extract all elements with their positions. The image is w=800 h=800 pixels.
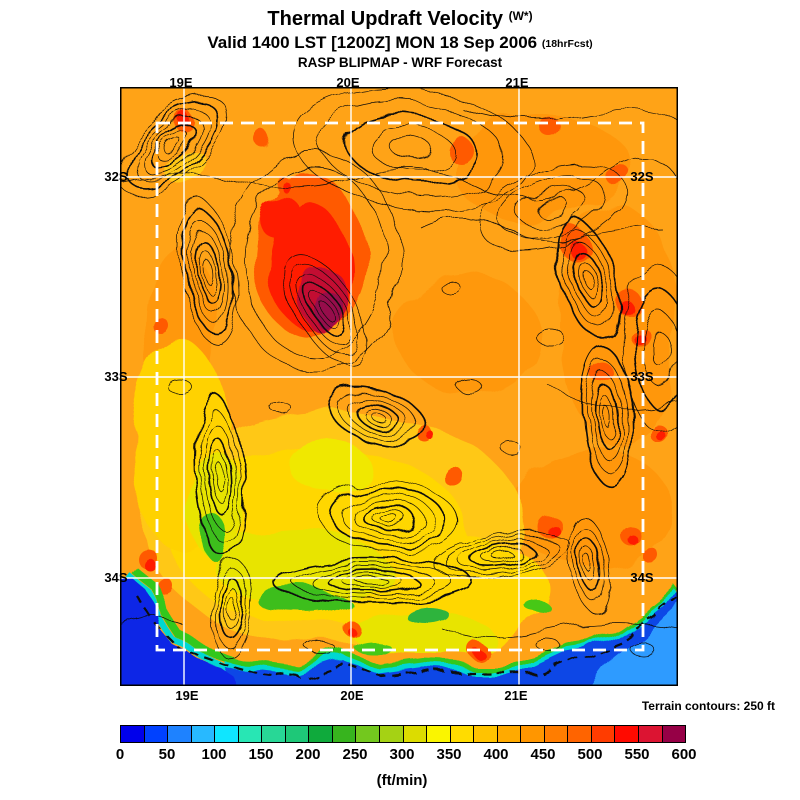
colorbar-cell <box>262 726 286 742</box>
colorbar-cell <box>662 726 686 742</box>
map-frame <box>120 87 678 686</box>
colorbar-cell <box>168 726 192 742</box>
colorbar-cell <box>521 726 545 742</box>
colorbar-cell <box>497 726 522 742</box>
axis-label-left-34s: 34S <box>104 570 128 585</box>
colorbar-cell <box>474 726 498 742</box>
axis-label-right-34s: 34S <box>630 570 654 585</box>
colorbar-cells <box>120 725 686 743</box>
colorbar-cell <box>568 726 592 742</box>
colorbar-unit-label: (ft/min) <box>376 772 428 789</box>
colorbar-tick-label: 0 <box>115 746 125 763</box>
colorbar-cell <box>380 726 404 742</box>
colorbar-cell <box>285 726 310 742</box>
colorbar-tick-label: 200 <box>295 746 321 763</box>
colorbar-cell <box>144 726 169 742</box>
colorbar-cell <box>332 726 357 742</box>
forecast-hour-suffix: (18hrFcst) <box>541 38 593 50</box>
colorbar-cell <box>191 726 216 742</box>
colorbar-cell <box>121 726 145 742</box>
axis-label-left-32s: 32S <box>104 169 128 184</box>
axis-label-bottom-19e: 19E <box>175 688 199 703</box>
colorbar-tick-label: 400 <box>483 746 509 763</box>
thermal-updraft-map <box>120 87 678 686</box>
title-text: Thermal Updraft Velocity <box>267 8 504 30</box>
axis-label-top-19e: 19E <box>169 75 193 90</box>
valid-time-line: Valid 1400 LST [1200Z] MON 18 Sep 2006 (… <box>0 33 800 53</box>
axis-label-left-33s: 33S <box>104 369 128 384</box>
colorbar-cell <box>215 726 239 742</box>
colorbar-tick-label: 350 <box>436 746 462 763</box>
colorbar-tick-label: 450 <box>530 746 556 763</box>
colorbar-cell <box>309 726 333 742</box>
latlon-grid-lines <box>120 87 678 686</box>
axis-label-right-33s: 33S <box>630 369 654 384</box>
colorbar-tick-label: 100 <box>201 746 227 763</box>
colorbar-cell <box>615 726 640 742</box>
axis-label-top-20e: 20E <box>336 75 360 90</box>
colorbar-cell <box>427 726 451 742</box>
colorbar-tick-label: 250 <box>342 746 368 763</box>
axis-label-bottom-20e: 20E <box>340 688 364 703</box>
colorbar-cell <box>544 726 569 742</box>
valid-text: Valid 1400 LST [1200Z] MON 18 Sep 2006 <box>207 33 538 52</box>
colorbar-cell <box>238 726 263 742</box>
model-line: RASP BLIPMAP - WRF Forecast <box>297 55 503 70</box>
colorbar-cell <box>356 726 381 742</box>
colorbar-cell <box>639 726 663 742</box>
page-title: Thermal Updraft Velocity (W*) <box>0 8 800 31</box>
colorbar-tick-label: 550 <box>624 746 650 763</box>
terrain-contour-note: Terrain contours: 250 ft <box>641 699 775 713</box>
axis-label-top-21e: 21E <box>505 75 529 90</box>
colorbar-tick-label: 50 <box>158 746 176 763</box>
terrain-contours <box>120 87 678 680</box>
colorbar-cell <box>591 726 616 742</box>
colorbar-tick-label: 150 <box>248 746 274 763</box>
axis-label-bottom-21e: 21E <box>504 688 528 703</box>
title-suffix: (W*) <box>508 9 533 23</box>
model-domain-dashed-box <box>155 121 645 652</box>
map-plot <box>120 87 678 686</box>
colorbar-cell <box>450 726 475 742</box>
colorbar-cell <box>403 726 428 742</box>
axis-label-right-32s: 32S <box>630 169 654 184</box>
colorbar-tick-label: 500 <box>577 746 603 763</box>
colorbar-ticks: 0 50 100 150 200 250 300 350 400 450 500 550 600 <box>116 746 697 766</box>
colorbar-tick-label: 600 <box>671 746 697 763</box>
colorbar-tick-label: 300 <box>389 746 415 763</box>
